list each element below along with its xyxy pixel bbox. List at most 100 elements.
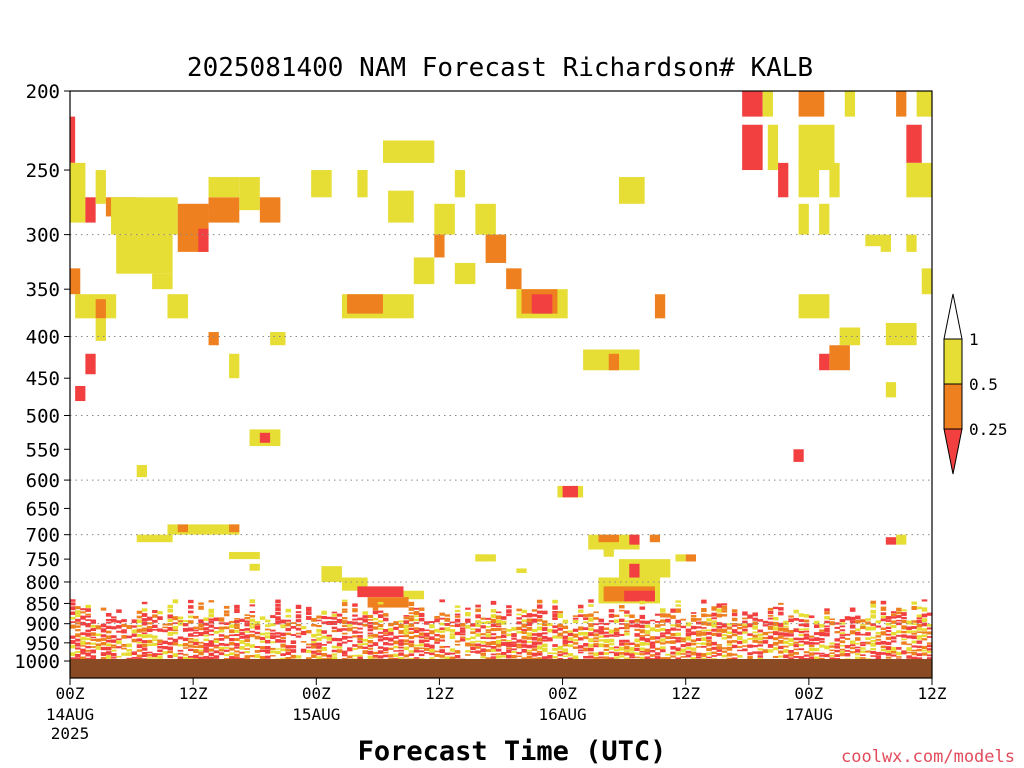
- ri-cell: [352, 626, 358, 629]
- ri-cell: [326, 616, 333, 620]
- ri-cell: [752, 621, 758, 625]
- ri-cell: [495, 615, 502, 620]
- ri-cell: [742, 631, 748, 634]
- ri-cell: [639, 606, 646, 610]
- ri-cell: [254, 635, 261, 640]
- ri-cell: [742, 620, 748, 624]
- ri-cell: [660, 657, 666, 660]
- ri-cell: [885, 620, 892, 622]
- ri-cell: [188, 605, 194, 609]
- ri-cell: [316, 619, 322, 622]
- ri-cell: [270, 650, 276, 654]
- ri-cell: [506, 628, 512, 632]
- ri-cell: [598, 626, 605, 631]
- ri-cell: [557, 611, 563, 614]
- ri-cell: [280, 637, 286, 640]
- ri-cell: [711, 623, 717, 628]
- ri-cell: [249, 611, 256, 613]
- ri-cell: [639, 614, 646, 620]
- ri-cell: [126, 643, 132, 648]
- ri-cell: [372, 651, 379, 655]
- ri-cell: [121, 635, 127, 639]
- ri-cell: [367, 644, 374, 647]
- ri-cell: [726, 657, 733, 660]
- ri-cell: [475, 614, 481, 619]
- ri-cell: [577, 626, 584, 631]
- ri-cell: [506, 268, 522, 290]
- ri-cell: [896, 91, 907, 117]
- ri-cell: [624, 623, 630, 627]
- y-tick-label: 300: [26, 225, 60, 247]
- ri-cell: [598, 534, 620, 543]
- ri-cell: [239, 177, 260, 211]
- ri-cell: [619, 651, 625, 655]
- ri-cell: [665, 653, 671, 656]
- ri-cell: [865, 621, 871, 625]
- ri-cell: [757, 655, 764, 658]
- ri-cell: [788, 657, 794, 660]
- ri-cell: [675, 600, 681, 603]
- y-tick-label: 700: [26, 525, 60, 547]
- ri-cell: [167, 637, 174, 640]
- ri-cell: [552, 635, 558, 639]
- ri-cell: [860, 650, 866, 653]
- ri-cell: [813, 620, 820, 625]
- ri-cell: [849, 630, 856, 635]
- ri-cell: [536, 641, 543, 645]
- ri-cell: [526, 618, 533, 622]
- ri-cell: [105, 635, 112, 640]
- ri-cell: [911, 632, 918, 635]
- ri-cell: [911, 605, 918, 611]
- ri-cell: [880, 234, 891, 252]
- ri-cell: [644, 652, 651, 655]
- ri-cell: [603, 631, 610, 634]
- ri-cell: [701, 631, 707, 636]
- ri-cell: [690, 647, 697, 651]
- ri-cell: [372, 642, 379, 646]
- ri-cell: [198, 623, 204, 628]
- ri-cell: [203, 650, 209, 653]
- ri-cell: [798, 294, 830, 319]
- ri-cell: [331, 645, 338, 649]
- ri-cell: [249, 630, 256, 633]
- ri-cell: [80, 632, 86, 636]
- ri-cell: [531, 648, 538, 651]
- ri-cell: [613, 631, 620, 636]
- ri-cell: [126, 652, 132, 656]
- ri-cell: [146, 643, 153, 647]
- x-tick-label: 00Z: [302, 684, 331, 703]
- ri-cell: [783, 649, 789, 653]
- ri-cell: [449, 656, 456, 660]
- ri-cell: [855, 653, 861, 656]
- ri-cell: [336, 649, 343, 653]
- ri-cell: [706, 629, 712, 632]
- ri-cell: [737, 623, 743, 627]
- ri-cell: [167, 622, 174, 626]
- ri-cell: [100, 657, 107, 660]
- ri-cell: [531, 652, 538, 657]
- ri-cell: [434, 234, 445, 258]
- ri-cell: [429, 652, 435, 656]
- ri-cell: [372, 657, 379, 659]
- ri-cell: [223, 643, 230, 647]
- ri-cell: [141, 608, 148, 612]
- ri-cell: [352, 603, 358, 607]
- ri-cell: [90, 636, 97, 639]
- ri-cell: [146, 622, 153, 625]
- ri-cell: [731, 653, 738, 656]
- ri-cell: [906, 626, 912, 630]
- ri-cell: [629, 614, 635, 619]
- ri-cell: [921, 622, 928, 627]
- y-tick-label: 250: [26, 160, 60, 182]
- ri-cell: [906, 124, 922, 163]
- ri-cell: [136, 638, 143, 642]
- ri-cell: [208, 177, 240, 198]
- ri-cell: [157, 655, 163, 659]
- ri-cell: [223, 649, 230, 652]
- ri-cell: [264, 632, 271, 635]
- ri-cell: [167, 641, 174, 646]
- ri-cell: [367, 634, 374, 637]
- ri-cell: [675, 628, 681, 631]
- ri-cell: [721, 614, 728, 617]
- ri-cell: [480, 636, 487, 639]
